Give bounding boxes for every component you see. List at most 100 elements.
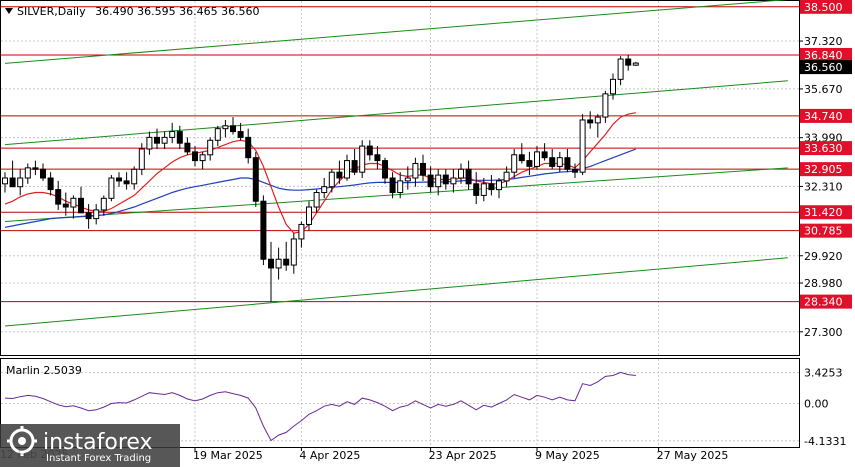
- level-label-bg: [800, 294, 852, 309]
- candle-body-up: [161, 136, 168, 144]
- level-label: 38.500: [804, 1, 843, 14]
- candle: [617, 56, 624, 86]
- candle: [184, 137, 191, 155]
- candle-body-down: [564, 157, 571, 170]
- candle: [435, 169, 442, 196]
- instaforex-logo-icon: [7, 426, 37, 456]
- candle-body-down: [123, 180, 130, 185]
- price-tick-label: 29.920: [804, 250, 843, 263]
- candle-body-up: [397, 180, 404, 194]
- candle: [32, 160, 39, 176]
- candle: [146, 131, 153, 155]
- candle: [230, 117, 236, 135]
- candle: [245, 128, 252, 164]
- instaforex-watermark: instaforex Instant Forex Trading 12 Feb …: [0, 424, 180, 467]
- candle-body-down: [47, 177, 54, 191]
- candle: [404, 166, 411, 190]
- chart-ohlc: 36.490 36.595 36.465 36.560: [95, 5, 259, 18]
- candle-body-up: [617, 58, 624, 80]
- price-tick-label: 37.320: [804, 35, 843, 48]
- candle-body-up: [313, 192, 320, 208]
- candle: [268, 241, 274, 302]
- moving-averages: [4, 112, 637, 234]
- candle-body-up: [275, 258, 282, 269]
- level-label: 32.905: [804, 163, 843, 176]
- candle: [176, 125, 183, 149]
- price-tick-label: 32.310: [804, 180, 843, 193]
- candle: [9, 160, 16, 188]
- chart-menu-arrow-icon[interactable]: [5, 8, 13, 14]
- level-label: 31.420: [804, 206, 843, 219]
- hidden-date-label: 12 Feb 2025: [0, 448, 68, 461]
- candle: [116, 172, 122, 187]
- candle-body-up: [579, 119, 586, 173]
- candle: [47, 172, 54, 196]
- candle-body-up: [17, 177, 24, 188]
- candle: [473, 172, 480, 205]
- candle: [24, 163, 31, 184]
- candle-body-down: [473, 183, 480, 196]
- indicator-tick-label: 0.00: [804, 398, 829, 411]
- candle: [518, 143, 525, 164]
- candle-body-down: [488, 183, 495, 191]
- candle: [389, 172, 396, 199]
- candle: [70, 195, 77, 219]
- candle-body-up: [169, 131, 176, 138]
- level-label-bg: [800, 108, 852, 123]
- level-label-bg: [800, 47, 852, 62]
- candle: [214, 125, 221, 147]
- candle-body-up: [359, 145, 366, 173]
- candle-body-down: [62, 203, 69, 208]
- candle-body-down: [40, 168, 46, 179]
- candle-body-up: [199, 154, 206, 162]
- candle: [252, 151, 259, 208]
- candle-body-down: [260, 200, 267, 260]
- candle-body-down: [389, 177, 396, 194]
- candle-body-up: [412, 162, 419, 179]
- level-label-bg: [800, 223, 852, 238]
- candle: [306, 201, 312, 231]
- candle: [321, 178, 328, 199]
- candle-body-up: [93, 209, 100, 220]
- candle: [283, 241, 290, 271]
- candle: [344, 154, 350, 181]
- candle: [511, 148, 518, 178]
- time-tick-label: 9 May 2025: [535, 449, 600, 462]
- candle: [458, 163, 464, 184]
- candlesticks: [2, 54, 639, 302]
- candle-body-down: [382, 160, 388, 179]
- candle: [260, 195, 267, 266]
- candle-body-down: [230, 125, 236, 133]
- candle-body-up: [610, 78, 616, 95]
- candle: [313, 189, 320, 213]
- candle: [237, 122, 244, 141]
- time-axis: 19 Mar 2025 4 Apr 2025 23 Apr 2025 9 May 20…: [193, 447, 728, 462]
- candle-body-down: [32, 167, 39, 170]
- candle-body-up: [511, 154, 518, 173]
- candle: [480, 178, 487, 202]
- candle-body-down: [420, 162, 426, 176]
- candle: [556, 151, 563, 173]
- candle: [123, 172, 130, 190]
- level-label: 36.840: [804, 49, 843, 62]
- level-label: 34.740: [804, 110, 843, 123]
- candle: [138, 143, 145, 176]
- candle: [412, 157, 419, 187]
- candle-body-down: [442, 174, 449, 185]
- candle-body-up: [306, 206, 312, 225]
- candle-body-up: [594, 116, 601, 124]
- candle: [503, 166, 510, 187]
- candle-body-up: [404, 177, 411, 182]
- candle-body-down: [549, 157, 556, 167]
- candle-body-down: [283, 258, 290, 266]
- candle: [328, 169, 335, 193]
- candle: [2, 172, 8, 193]
- level-label: 33.630: [804, 142, 843, 155]
- candle: [154, 128, 160, 149]
- candle: [55, 180, 62, 210]
- candle-body-up: [503, 171, 510, 182]
- time-tick-label: 4 Apr 2025: [299, 449, 360, 462]
- marlin-oscillator: [4, 371, 636, 442]
- candle-body-up: [632, 62, 639, 66]
